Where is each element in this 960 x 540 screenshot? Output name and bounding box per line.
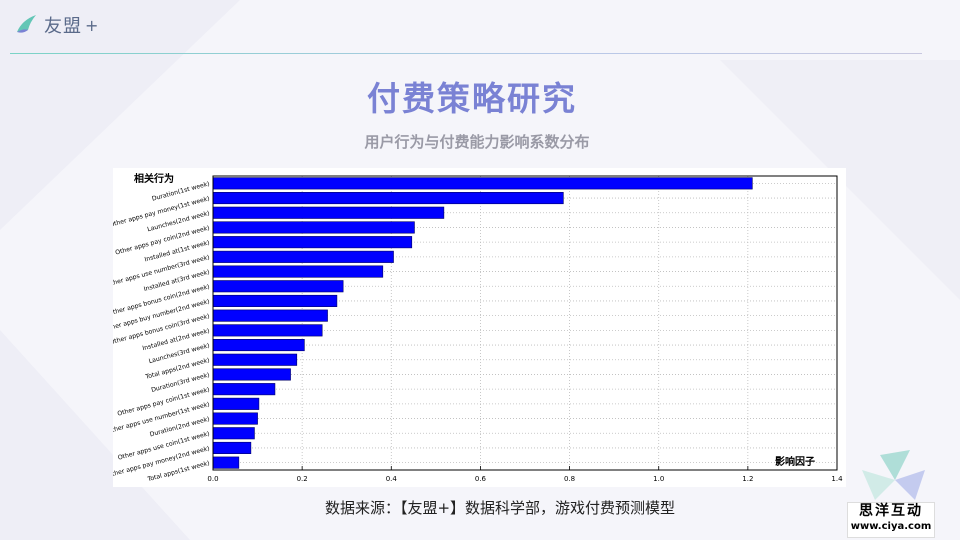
- brand-name: 友盟: [44, 16, 82, 37]
- bar: [212, 265, 384, 278]
- x-tick-label: 1.4: [831, 475, 843, 483]
- bar: [212, 324, 323, 337]
- bar: [212, 441, 252, 454]
- x-tick-label: 1.2: [742, 475, 753, 483]
- header-divider: [10, 53, 922, 54]
- bar: [212, 250, 394, 263]
- x-tick-label: 0.4: [386, 475, 398, 483]
- x-axis-title: 影响因子: [775, 455, 815, 468]
- bar: [212, 427, 255, 440]
- bar: [212, 383, 276, 396]
- bar: [212, 309, 328, 322]
- bar: [212, 339, 305, 352]
- bar: [212, 221, 415, 234]
- chart-panel: Duration(1st week) Other apps pay money(1…: [113, 168, 846, 487]
- bar-chart: Duration(1st week)Other apps pay money(1…: [113, 172, 843, 483]
- bar: [212, 280, 344, 293]
- x-tick-label: 0.0: [207, 475, 218, 483]
- data-source-note: 数据来源：【友盟+】数据科学部，游戏付费预测模型: [324, 499, 676, 517]
- bar: [212, 192, 564, 205]
- bird-logo-icon: [17, 15, 36, 33]
- page-title: 付费策略研究: [367, 79, 577, 118]
- bar: [212, 236, 413, 249]
- bar: [212, 397, 260, 410]
- x-tick-label: 1.0: [653, 475, 664, 483]
- x-tick-label: 0.2: [297, 475, 308, 483]
- bar: [212, 368, 291, 381]
- watermark-badge: 思洋互动 www.ciya.com: [847, 502, 935, 538]
- brand-plus: +: [85, 15, 99, 35]
- watermark-title: 思洋互动: [859, 503, 923, 519]
- brand-logo[interactable]: 友盟 +: [14, 12, 98, 38]
- bar: [212, 206, 445, 219]
- x-tick-label: 0.6: [475, 475, 487, 483]
- bar: [212, 294, 338, 307]
- watermark-url: www.ciya.com: [850, 521, 932, 532]
- plot-frame: [212, 175, 838, 471]
- page-subtitle: 用户行为与付费能力影响系数分布: [364, 133, 590, 151]
- bar: [212, 177, 753, 190]
- y-axis-title: 相关行为: [134, 172, 174, 185]
- x-tick-label: 0.8: [564, 475, 575, 483]
- bar: [212, 353, 298, 366]
- bar: [212, 412, 258, 425]
- bar: [212, 456, 240, 469]
